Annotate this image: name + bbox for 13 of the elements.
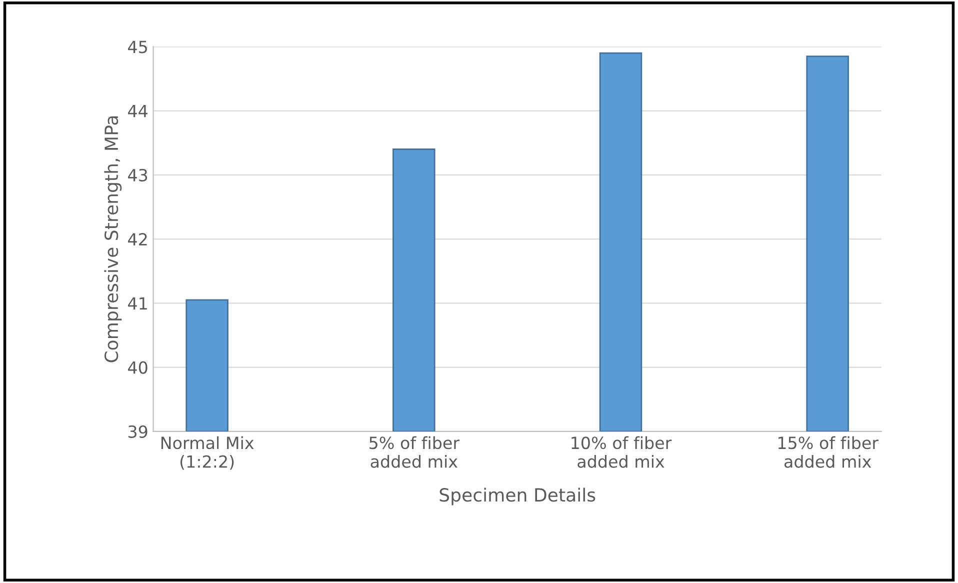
x-tick-label: 10% of fiber added mix <box>572 436 672 468</box>
x-tick-label: 15% of fiber added mix <box>778 436 879 468</box>
x-tick-label: 5% of fiber added mix <box>370 436 460 468</box>
y-tick-label: 41 <box>128 297 147 310</box>
y-tick-label: 43 <box>128 168 148 182</box>
y-axis-title: Compressive Strength, MPa <box>104 116 122 362</box>
y-tick-label: 45 <box>128 40 147 54</box>
x-tick-label: Normal Mix (1:2:2) <box>161 436 254 470</box>
x-axis-title: Specimen Details <box>440 488 596 506</box>
y-tick-label: 42 <box>128 232 147 246</box>
y-tick-label: 40 <box>128 361 148 374</box>
y-tick-label: 39 <box>128 425 148 438</box>
y-tick-label: 44 <box>128 104 148 118</box>
